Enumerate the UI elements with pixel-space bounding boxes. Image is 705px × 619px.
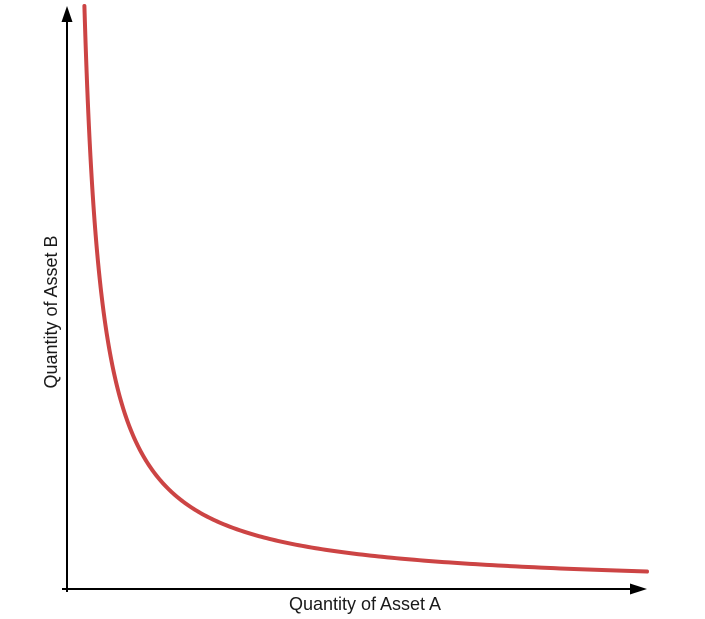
plot-area	[82, 4, 649, 574]
x-axis-arrow-icon	[630, 583, 647, 595]
constant-product-curve	[82, 4, 649, 574]
y-axis-label: Quantity of Asset B	[41, 235, 61, 388]
x-axis-label: Quantity of Asset A	[289, 594, 441, 614]
y-axis-arrow-icon	[61, 6, 73, 22]
